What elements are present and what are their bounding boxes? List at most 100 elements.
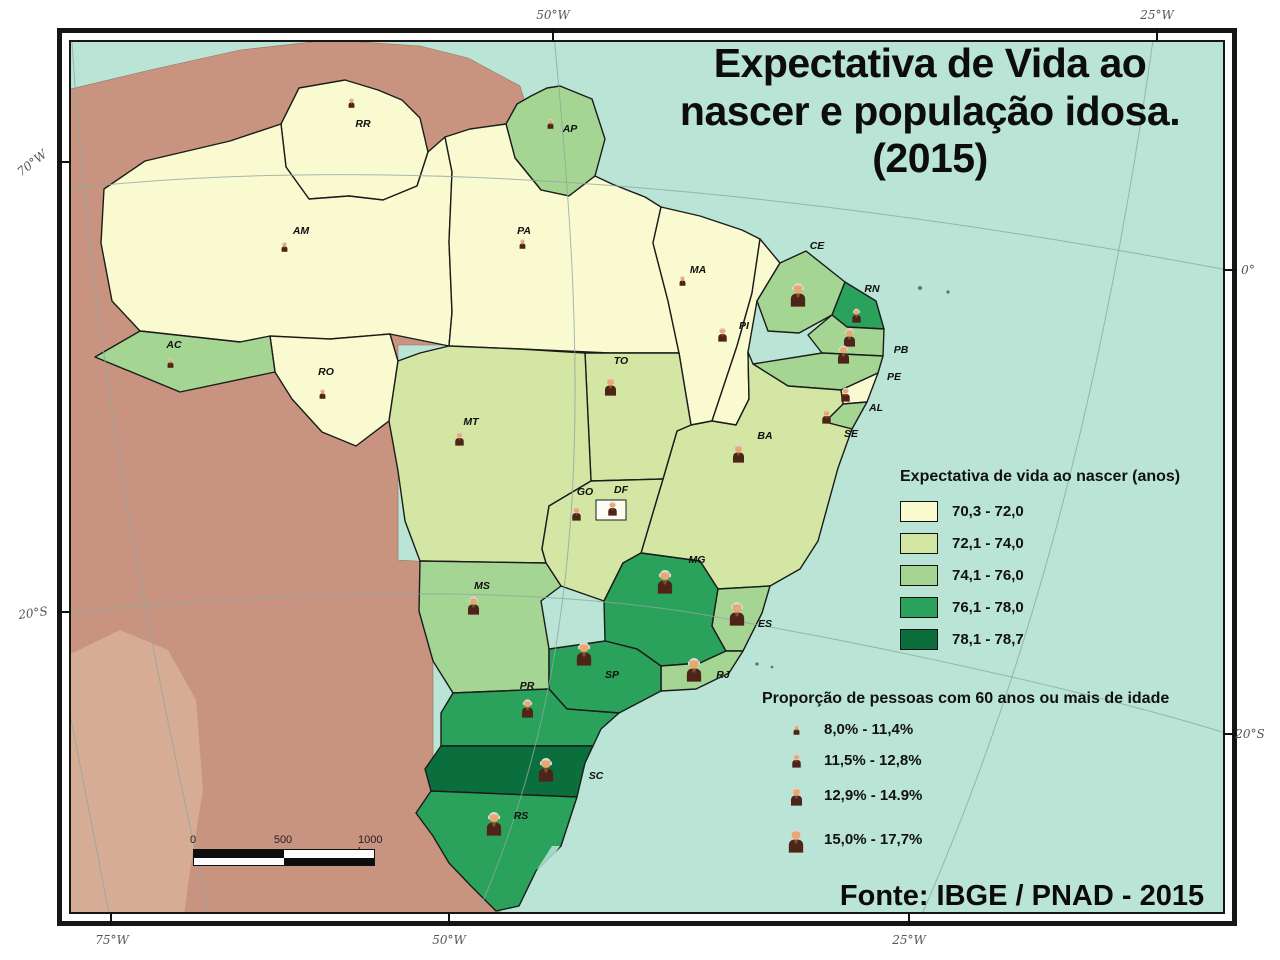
parallel-0 xyxy=(71,174,1223,270)
legend-elderly-proportion: Proporção de pessoas com 60 anos ou mais… xyxy=(762,690,1240,864)
frame-tick xyxy=(57,611,71,613)
state-label-AL: AL xyxy=(869,402,883,414)
graticule-label: 50°W xyxy=(536,8,570,22)
legend-life-range: 72,1 - 74,0 xyxy=(952,534,1024,552)
graticule-label: 20°S xyxy=(1235,727,1265,741)
legend-life-row: 72,1 - 74,0 xyxy=(900,527,1240,559)
meridian-50w xyxy=(477,42,576,912)
legend-life-row: 76,1 - 78,0 xyxy=(900,591,1240,623)
legend-elderly-items: 8,0% - 11,4% 11,5% - 12,8% 12,9% - 14.9% 15… xyxy=(762,714,1240,864)
state-label-AP: AP xyxy=(562,123,578,135)
elder-icon-glyph-AP xyxy=(546,118,555,129)
elder-icon-GO xyxy=(570,505,583,526)
graticule-label: 50°W xyxy=(432,933,466,947)
legend-life-title: Expectativa de vida ao nascer (anos) xyxy=(900,468,1181,485)
legend-color-swatch xyxy=(900,500,938,522)
legend-color-swatch xyxy=(900,532,938,554)
legend-life-range: 78,1 - 78,7 xyxy=(952,630,1024,648)
state-label-BA: BA xyxy=(757,430,773,442)
elder-icon-ES xyxy=(726,599,748,631)
elder-icon-glyph-MT xyxy=(453,430,466,446)
state-label-TO: TO xyxy=(613,355,629,367)
legend-color-swatch xyxy=(900,564,938,586)
island-dot xyxy=(946,290,950,294)
state-label-AM: AM xyxy=(292,225,310,237)
state-label-PR: PR xyxy=(519,680,535,692)
state-label-MT: MT xyxy=(463,416,479,428)
graticule-label: 25°W xyxy=(892,933,926,947)
elder-icon-AP xyxy=(546,116,555,134)
state-label-CE: CE xyxy=(809,240,825,252)
elder-icon-RR xyxy=(347,95,356,113)
elder-icon-glyph-ES xyxy=(726,599,748,626)
state-label-ES: ES xyxy=(757,618,773,630)
legend-life-row: 74,1 - 76,0 xyxy=(900,559,1240,591)
island-dot xyxy=(770,665,774,669)
map-canvas xyxy=(69,40,1225,914)
elder-icon-SE xyxy=(820,408,833,429)
brazil-map-svg xyxy=(71,42,1223,912)
elder-icon-legend-cell xyxy=(776,785,816,806)
elder-icon-glyph-AL xyxy=(839,386,852,402)
island-dot xyxy=(918,286,922,290)
state-label-RR: RR xyxy=(355,118,371,130)
elder-icon-glyph-MG xyxy=(654,567,676,594)
elder-icon-RJ xyxy=(683,655,705,687)
legend-elderly-row: 8,0% - 11,4% xyxy=(762,714,1240,744)
elder-icon-medium xyxy=(788,785,805,806)
elder-icon-glyph-GO xyxy=(570,505,583,521)
state-label-MG: MG xyxy=(688,554,706,566)
scale-bar xyxy=(193,849,375,866)
elder-icon-PA xyxy=(518,236,527,254)
parallel-20s xyxy=(71,593,1223,733)
state-label-RN: RN xyxy=(864,283,880,295)
elder-icon-glyph-PR xyxy=(519,697,536,718)
elder-icon-glyph-DF xyxy=(606,500,619,516)
frame-tick xyxy=(1223,269,1237,271)
state-label-MA: MA xyxy=(689,264,707,276)
state-label-SE: SE xyxy=(843,428,859,440)
state-label-SC: SC xyxy=(588,770,604,782)
legend-elderly-row: 12,9% - 14.9% xyxy=(762,776,1240,814)
elder-icon-BA xyxy=(730,442,747,468)
frame-tick xyxy=(552,28,554,42)
elder-icon-glyph-RR xyxy=(347,97,356,108)
state-label-DF: DF xyxy=(614,484,628,496)
elder-icon-glyph-RN xyxy=(850,307,863,323)
elder-icon-AC xyxy=(166,355,175,373)
state-label-PB: PB xyxy=(893,344,909,356)
elder-icon-DF xyxy=(606,500,619,521)
scale-tick-label: 500 xyxy=(273,834,293,846)
state-label-PA: PA xyxy=(517,225,531,237)
legend-life-row: 78,1 - 78,7 xyxy=(900,623,1240,655)
state-RO xyxy=(269,333,399,447)
scale-seg xyxy=(284,857,374,865)
elder-icon-CE xyxy=(787,280,809,312)
legend-life-items: 70,3 - 72,0 72,1 - 74,0 74,1 - 76,0 76,1 - … xyxy=(900,495,1240,655)
state-CE xyxy=(756,250,846,334)
elder-icon-large xyxy=(785,826,807,853)
legend-elderly-range: 11,5% - 12,8% xyxy=(824,751,922,769)
elder-icon-legend-cell xyxy=(776,826,816,853)
elder-icon-legend-cell xyxy=(776,752,816,768)
elder-icon-AL xyxy=(839,386,852,407)
legend-color-swatch xyxy=(900,628,938,650)
graticule-label: 25°W xyxy=(1140,8,1174,22)
state-MS xyxy=(418,560,562,694)
elder-icon-RO xyxy=(318,386,327,404)
map-title: Expectativa de Vida ao nascer e populaçã… xyxy=(679,40,1181,182)
elder-icon-AM xyxy=(280,239,289,257)
legend-life-range: 70,3 - 72,0 xyxy=(952,502,1024,520)
elder-icon-PE xyxy=(835,343,852,369)
elder-icon-MG xyxy=(654,567,676,599)
elder-icon-glyph-TO xyxy=(602,375,619,396)
frame-tick xyxy=(110,912,112,926)
elder-icon-glyph-PA xyxy=(518,238,527,249)
graticule-label: 75°W xyxy=(95,933,129,947)
elder-icon-TO xyxy=(602,375,619,401)
elder-icon-MA xyxy=(678,273,687,291)
state-label-MS: MS xyxy=(474,580,490,592)
elder-icon-glyph-PE xyxy=(835,343,852,364)
elder-icon-glyph-AC xyxy=(166,357,175,368)
